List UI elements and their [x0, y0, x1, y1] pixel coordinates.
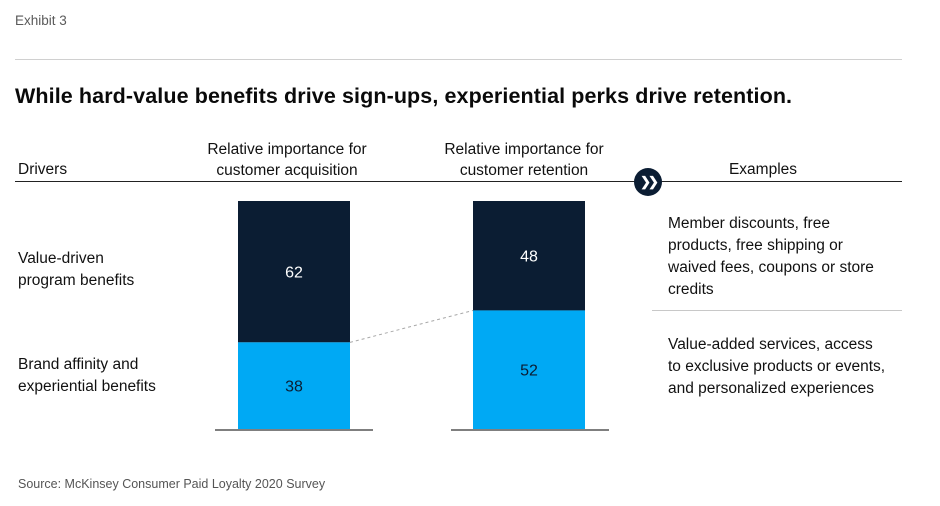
bar-segment-value-driven [238, 201, 350, 343]
bar-value-label: 62 [285, 265, 303, 282]
bar-value-label: 48 [520, 249, 538, 266]
exhibit-label: Exhibit 3 [15, 13, 67, 28]
page-title: While hard-value benefits drive sign-ups… [15, 84, 793, 108]
row-label-value-driven: Value-driven program benefits [18, 248, 134, 292]
row-label-brand-affinity: Brand affinity and experiential benefits [18, 354, 156, 398]
source-note: Source: McKinsey Consumer Paid Loyalty 2… [18, 477, 326, 491]
double-chevron-right-icon: ❯❯ [634, 168, 662, 196]
examples-brand-affinity: Value-added services, access to exclusiv… [668, 334, 908, 400]
header-acquisition-line2: customer acquisition [216, 162, 358, 179]
header-divider [15, 181, 902, 182]
header-examples: Examples [728, 161, 798, 178]
row-label-value-driven-line2: program benefits [18, 272, 135, 289]
header-retention: Relative importance for customer retenti… [421, 139, 627, 181]
header-retention-line1: Relative importance for [444, 141, 604, 158]
dashed-connector [349, 309, 474, 343]
header-acquisition: Relative importance for customer acquisi… [186, 139, 388, 181]
examples-value-driven: Member discounts, free products, free sh… [668, 213, 908, 301]
bar-segment-value-driven [473, 201, 585, 311]
header-retention-line2: customer retention [459, 162, 589, 179]
examples-divider [652, 310, 902, 311]
header-drivers: Drivers [18, 161, 68, 178]
bar-segment-brand-affinity [473, 310, 585, 429]
header-acquisition-line1: Relative importance for [207, 141, 367, 158]
row-label-brand-affinity-line2: experiential benefits [18, 378, 156, 395]
row-label-value-driven-line1: Value-driven [18, 250, 104, 267]
example-line: credits [668, 281, 714, 298]
example-line: products, free shipping or [668, 237, 843, 254]
bar-value-label: 38 [285, 379, 303, 396]
example-line: and personalized experiences [668, 380, 874, 397]
example-line: Member discounts, free [668, 215, 830, 232]
bar-value-label: 52 [520, 363, 538, 380]
example-line: Value-added services, access [668, 336, 873, 353]
bar-segment-brand-affinity [238, 342, 350, 429]
row-label-brand-affinity-line1: Brand affinity and [18, 356, 139, 373]
example-line: to exclusive products or events, [668, 358, 886, 375]
top-divider [15, 59, 902, 60]
example-line: waived fees, coupons or store [668, 259, 874, 276]
